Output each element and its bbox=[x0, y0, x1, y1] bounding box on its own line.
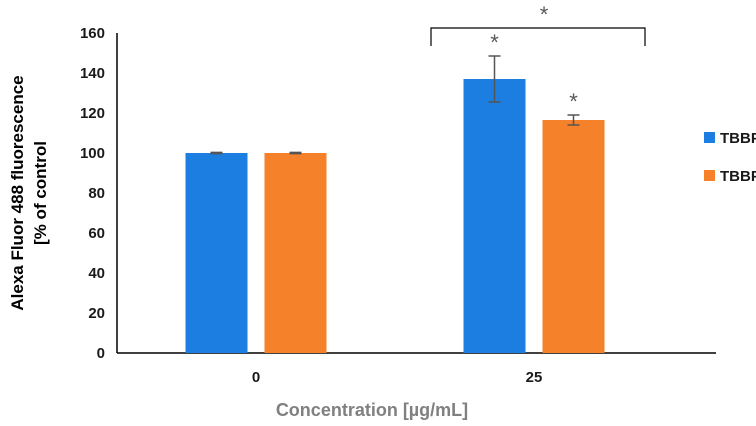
y-tick-label: 100 bbox=[80, 145, 105, 162]
bar-tbbpa-0 bbox=[185, 153, 248, 353]
legend-swatch-tbbps bbox=[704, 170, 715, 181]
y-tick-label: 40 bbox=[88, 265, 105, 282]
y-tick-label: 120 bbox=[80, 105, 105, 122]
legend-label-tbbpa: TBBPA bbox=[720, 130, 756, 147]
y-tick-label: 0 bbox=[97, 345, 105, 362]
y-axis-label-line-1: Alexa Fluor 488 fluorescence bbox=[8, 75, 27, 310]
axes: 0 20 40 60 80 100 120 140 160 0 25 bbox=[80, 25, 716, 386]
significance-star: * bbox=[490, 30, 499, 55]
significance-marks: * * * bbox=[430, 2, 646, 114]
y-tick-label: 80 bbox=[88, 185, 105, 202]
bar-tbbpa-25 bbox=[463, 79, 526, 353]
x-tick-label: 25 bbox=[526, 369, 543, 386]
bar-tbbps-0 bbox=[264, 153, 327, 353]
legend-swatch-tbbpa bbox=[704, 132, 715, 143]
legend: TBBPA TBBPS bbox=[704, 130, 756, 185]
y-tick-label: 140 bbox=[80, 65, 105, 82]
error-bars bbox=[210, 55, 580, 155]
significance-star: * bbox=[569, 89, 578, 114]
y-axis-label-line-2: [% of control bbox=[31, 141, 50, 245]
y-tick-label: 60 bbox=[88, 225, 105, 242]
y-axis-label: Alexa Fluor 488 fluorescence [% of contr… bbox=[8, 75, 50, 310]
x-axis-label: Concentration [µg/mL] bbox=[276, 400, 468, 420]
legend-label-tbbps: TBBPS bbox=[720, 168, 756, 185]
y-tick-label: 160 bbox=[80, 25, 105, 42]
y-tick-label: 20 bbox=[88, 305, 105, 322]
bars bbox=[185, 79, 605, 353]
significance-bracket bbox=[430, 27, 646, 46]
significance-star-bracket: * bbox=[540, 2, 549, 27]
bar-tbbps-25 bbox=[542, 120, 605, 353]
x-tick-label: 0 bbox=[252, 369, 260, 386]
